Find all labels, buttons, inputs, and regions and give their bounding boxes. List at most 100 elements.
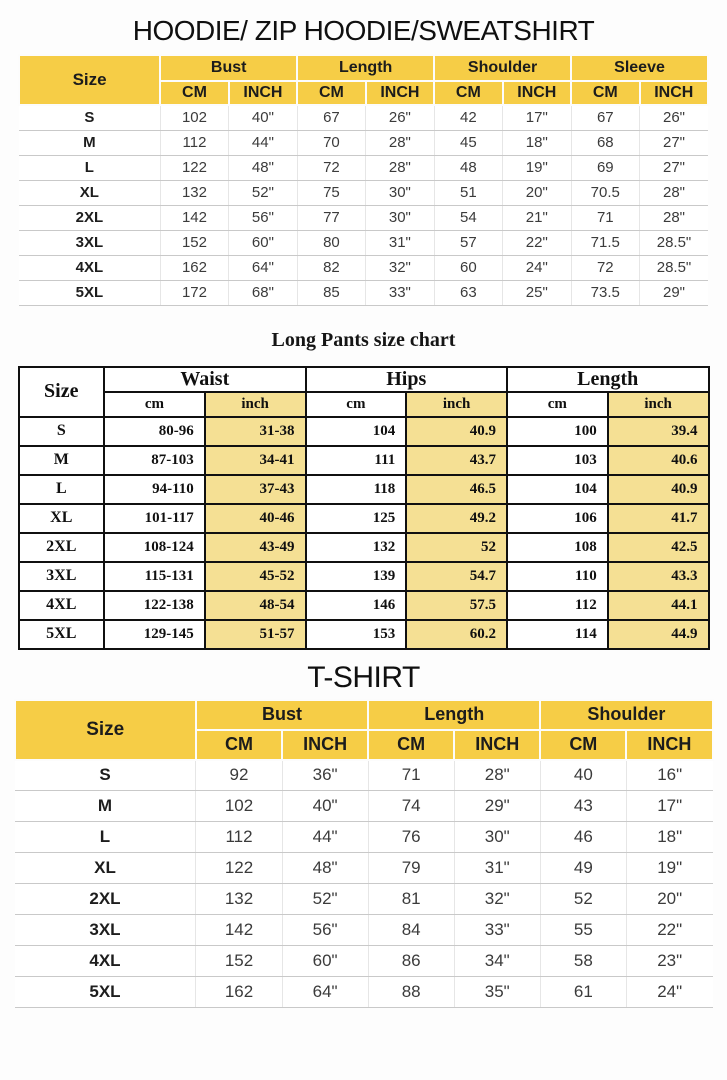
table-cell: 48-54 [203, 589, 307, 621]
table-cell: 44" [281, 821, 369, 853]
table-cell: 56" [281, 914, 369, 946]
table-cell: 35" [453, 976, 541, 1008]
table-cell: 60 [433, 255, 503, 281]
table-cell: 43.7 [405, 444, 508, 476]
subheader-inch: INCH [501, 80, 573, 106]
table-cell: 28" [639, 205, 708, 231]
table-cell: 112 [159, 130, 229, 156]
table-cell: 79 [367, 852, 455, 884]
subheader-cm: cm [304, 390, 408, 418]
table-cell: 28" [639, 180, 708, 206]
table-cell: 17" [625, 790, 713, 822]
size-label: M [17, 444, 106, 476]
table-cell: 31" [365, 230, 435, 256]
table-cell: 25" [502, 280, 572, 306]
table-cell: 85 [296, 280, 366, 306]
subheader-inch: INCH [227, 80, 299, 106]
table-cell: 132 [159, 180, 229, 206]
table-cell: 44" [228, 130, 298, 156]
table-row: XL 101-117 40-46 125 49.2 106 41.7 [17, 502, 710, 534]
table-cell: 100 [505, 415, 609, 447]
table-cell: 153 [304, 618, 408, 650]
table-cell: 40.9 [405, 415, 508, 447]
table-cell: 57.5 [405, 589, 508, 621]
table-cell: 55 [539, 914, 627, 946]
size-label: 5XL [14, 976, 196, 1008]
table-cell: 34" [453, 945, 541, 977]
table-cell: 36" [281, 759, 369, 791]
table-cell: 64" [281, 976, 369, 1008]
table-cell: 118 [304, 473, 408, 505]
table-cell: 54.7 [405, 560, 508, 592]
size-label: M [19, 130, 161, 156]
table-cell: 31" [453, 852, 541, 884]
table-row: XL 122 48" 79 31" 49 19" [14, 852, 713, 884]
table-cell: 71 [367, 759, 455, 791]
size-label: 3XL [19, 230, 161, 256]
table-cell: 19" [502, 155, 572, 181]
table-cell: 39.4 [606, 415, 710, 447]
hoodie-title: HOODIE/ ZIP HOODIE/SWEATSHIRT [132, 15, 595, 46]
table-cell: 106 [505, 502, 609, 534]
group-header-length: Length [296, 54, 436, 82]
table-cell: 46 [539, 821, 627, 853]
table-cell: 40 [539, 759, 627, 791]
table-cell: 44.1 [606, 589, 710, 621]
table-cell: 26" [639, 105, 708, 131]
pants-size-table: Size Waist Hips Length cm inch cm inch cm inch S 80… [17, 365, 710, 650]
table-cell: 23" [625, 945, 713, 977]
table-cell: 122-138 [103, 589, 206, 621]
table-cell: 48" [281, 852, 369, 884]
table-cell: 31-38 [203, 415, 307, 447]
table-row: L 122 48" 72 28" 48 19" 69 27" [19, 155, 708, 181]
size-label: 2XL [14, 883, 196, 915]
subheader-inch: INCH [638, 80, 710, 106]
table-row: 2XL 142 56" 77 30" 54 21" 71 28" [19, 205, 708, 231]
table-cell: 72 [570, 255, 640, 281]
table-row: 3XL 115-131 45-52 139 54.7 110 43.3 [17, 560, 710, 592]
table-cell: 112 [195, 821, 283, 853]
table-cell: 58 [539, 945, 627, 977]
table-cell: 43.3 [606, 560, 710, 592]
table-cell: 48" [228, 155, 298, 181]
table-cell: 102 [195, 790, 283, 822]
table-cell: 48 [433, 155, 503, 181]
table-cell: 37-43 [203, 473, 307, 505]
subheader-cm: CM [539, 728, 628, 761]
table-cell: 61 [539, 976, 627, 1008]
subheader-cm: CM [159, 80, 230, 106]
table-cell: 30" [453, 821, 541, 853]
table-cell: 27" [639, 130, 708, 156]
group-header-sleeve: Sleeve [570, 54, 709, 82]
table-cell: 40-46 [203, 502, 307, 534]
table-row: L 112 44" 76 30" 46 18" [14, 821, 713, 853]
group-header-length: Length [505, 365, 710, 393]
table-row: 5XL 129-145 51-57 153 60.2 114 44.9 [17, 618, 710, 650]
table-cell: 122 [159, 155, 229, 181]
table-cell: 110 [505, 560, 609, 592]
table-row: 4XL 122-138 48-54 146 57.5 112 44.1 [17, 589, 710, 621]
table-cell: 162 [159, 255, 229, 281]
table-cell: 45 [433, 130, 503, 156]
table-row: M 112 44" 70 28" 45 18" 68 27" [19, 130, 708, 156]
size-label: L [17, 473, 106, 505]
table-cell: 146 [304, 589, 408, 621]
table-row: 2XL 108-124 43-49 132 52 108 42.5 [17, 531, 710, 563]
table-cell: 34-41 [203, 444, 307, 476]
subheader-inch: inch [203, 390, 307, 418]
table-cell: 40" [281, 790, 369, 822]
subheader-inch: inch [606, 390, 710, 418]
table-cell: 52 [405, 531, 508, 563]
size-label: XL [17, 502, 106, 534]
table-row: 3XL 142 56" 84 33" 55 22" [14, 914, 713, 946]
group-header-length: Length [367, 698, 542, 731]
table-cell: 33" [365, 280, 435, 306]
size-label: 4XL [14, 945, 196, 977]
table-row: 2XL 132 52" 81 32" 52 20" [14, 883, 713, 915]
table-cell: 32" [453, 883, 541, 915]
table-row: L 94-110 37-43 118 46.5 104 40.9 [17, 473, 710, 505]
table-cell: 87-103 [103, 444, 206, 476]
table-cell: 172 [159, 280, 229, 306]
table-cell: 132 [304, 531, 408, 563]
table-cell: 112 [505, 589, 609, 621]
